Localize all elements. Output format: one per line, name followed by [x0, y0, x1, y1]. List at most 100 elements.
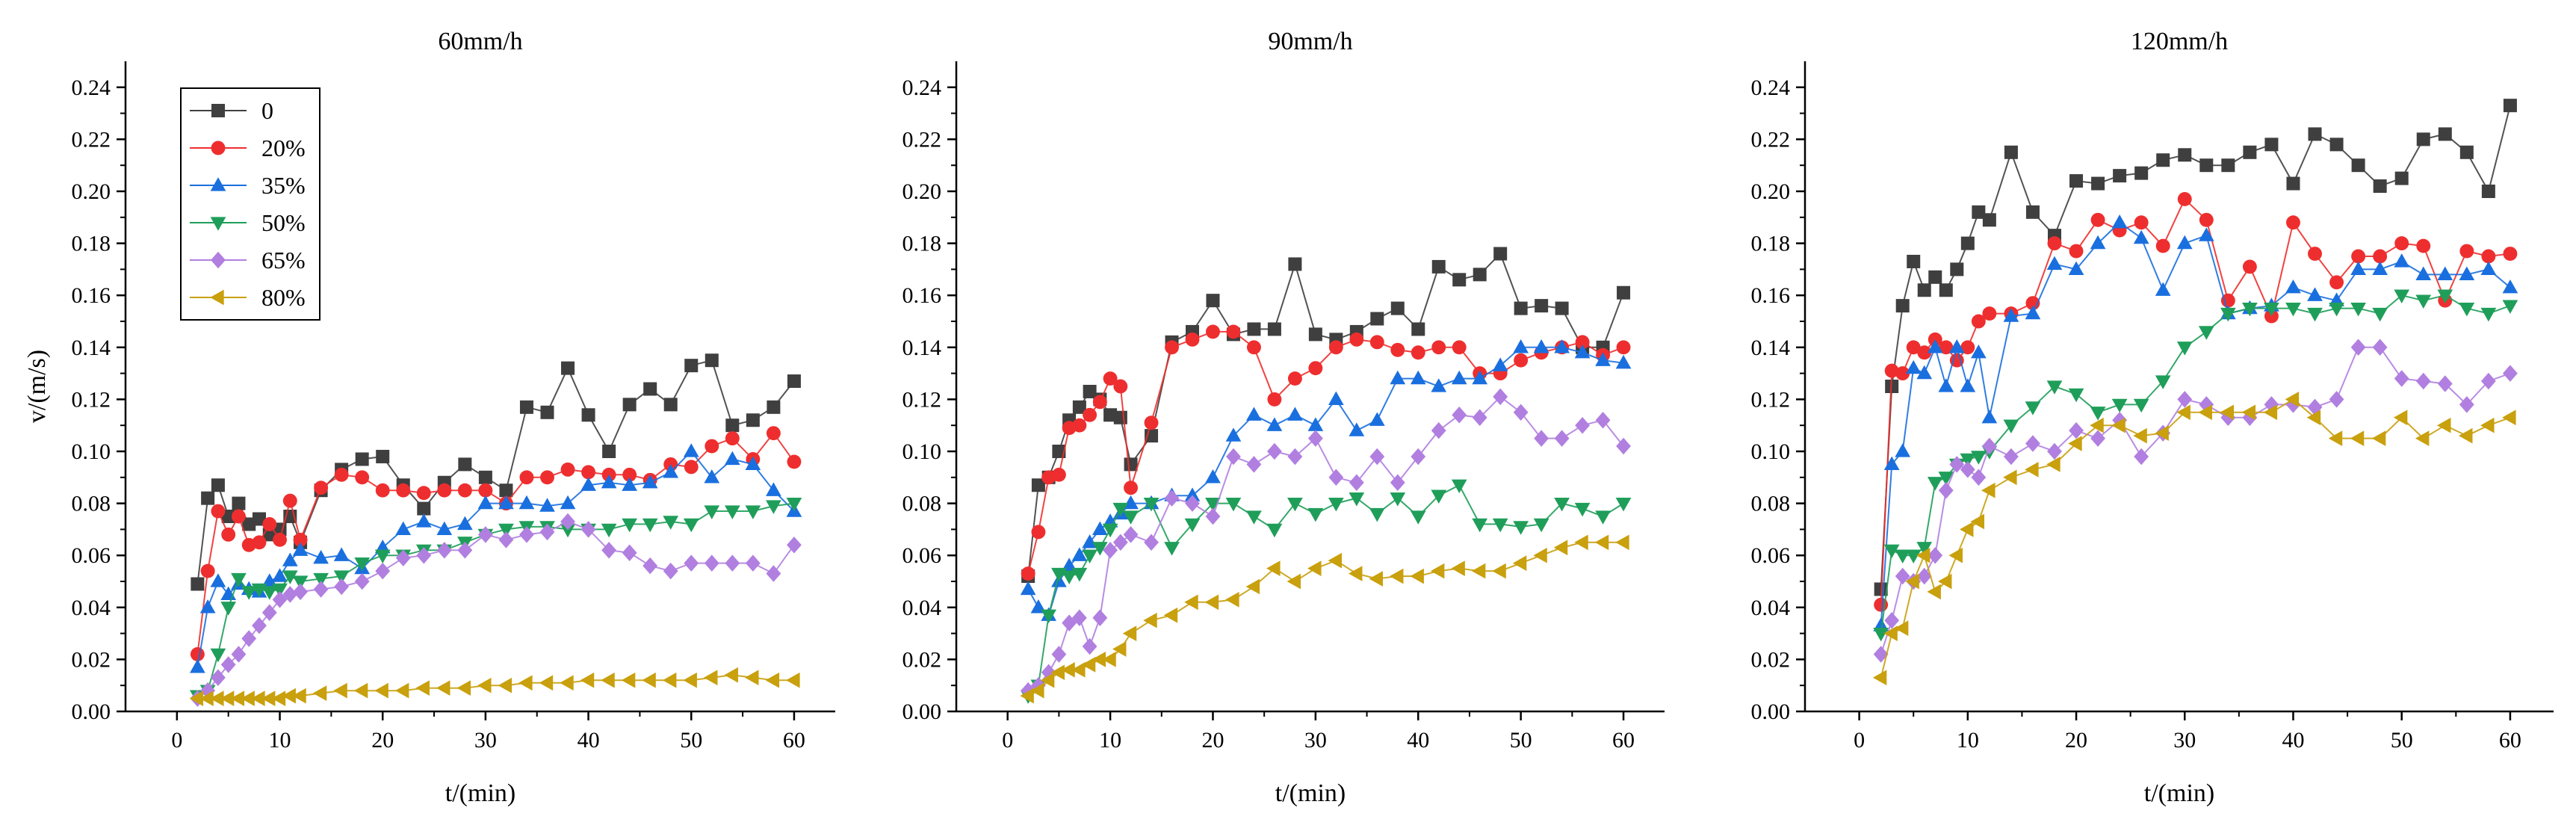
- data-point: [1895, 443, 1911, 457]
- data-point: [2178, 148, 2192, 162]
- y-tick-label: 0.12: [72, 387, 111, 412]
- data-point: [1307, 560, 1322, 576]
- data-point: [642, 474, 658, 489]
- data-point: [663, 464, 679, 478]
- data-point: [2155, 425, 2169, 441]
- data-point: [1473, 268, 1487, 282]
- data-point: [498, 523, 514, 538]
- data-point: [1873, 627, 1889, 642]
- data-point: [478, 483, 493, 498]
- y-tick-label: 0.14: [902, 336, 942, 360]
- data-point: [1369, 571, 1383, 587]
- data-point: [1617, 285, 1631, 300]
- data-point: [1960, 236, 1975, 250]
- data-point: [1143, 497, 1159, 512]
- data-point: [1061, 570, 1077, 584]
- data-point: [199, 691, 214, 706]
- data-point: [292, 575, 309, 590]
- data-point: [1411, 448, 1426, 466]
- data-point: [1390, 342, 1405, 357]
- data-point: [2155, 282, 2171, 296]
- y-tick-label: 0.08: [902, 492, 942, 516]
- series-80pct: [1872, 392, 2516, 686]
- data-point: [622, 467, 637, 482]
- data-point: [1553, 540, 1568, 556]
- data-point: [1594, 534, 1609, 551]
- data-point: [293, 532, 308, 547]
- data-point: [1184, 487, 1201, 501]
- x-tick-label: 10: [1957, 728, 1979, 753]
- data-point: [2133, 427, 2147, 444]
- data-point: [2481, 249, 2496, 264]
- legend-marker: [210, 217, 226, 231]
- data-point: [1574, 502, 1591, 517]
- data-point: [2286, 176, 2300, 191]
- data-point: [2328, 430, 2343, 446]
- data-point: [2220, 293, 2235, 308]
- data-point: [282, 570, 298, 584]
- series-0: [1874, 99, 2517, 596]
- data-point: [580, 477, 596, 491]
- data-point: [241, 630, 257, 647]
- data-point: [1287, 497, 1303, 512]
- y-tick-label: 0.12: [902, 387, 942, 412]
- data-point: [2372, 307, 2388, 322]
- data-point: [220, 656, 236, 673]
- data-point: [2069, 421, 2084, 439]
- data-point: [1574, 344, 1591, 359]
- data-point: [2351, 158, 2365, 173]
- data-point: [2480, 307, 2497, 322]
- data-point: [1072, 418, 1087, 433]
- data-point: [2371, 430, 2386, 446]
- data-point: [1533, 518, 1549, 533]
- data-point: [1225, 497, 1242, 512]
- data-point: [1205, 507, 1221, 525]
- data-point: [684, 554, 699, 572]
- data-point: [2306, 410, 2321, 426]
- data-point: [786, 672, 800, 688]
- series-65pct: [1873, 339, 2518, 663]
- y-tick-label: 0.22: [72, 127, 111, 152]
- y-tick-label: 0.16: [72, 283, 111, 308]
- data-point: [518, 495, 535, 510]
- data-point: [1225, 427, 1242, 442]
- data-point: [272, 568, 288, 582]
- data-point: [396, 483, 411, 498]
- data-point: [1226, 448, 1241, 466]
- data-point: [2090, 417, 2104, 433]
- data-point: [241, 691, 255, 706]
- data-point: [1533, 339, 1549, 353]
- y-axis-label: v/(m/s): [23, 350, 51, 423]
- data-point: [1328, 340, 1343, 355]
- data-point: [1916, 547, 1931, 563]
- data-point: [1410, 568, 1424, 584]
- data-point: [2241, 404, 2256, 421]
- data-point: [2502, 279, 2518, 294]
- data-point: [1266, 560, 1281, 576]
- data-point: [2503, 365, 2518, 382]
- data-point: [642, 518, 658, 533]
- data-point: [374, 682, 388, 699]
- data-point: [1164, 489, 1180, 507]
- data-point: [518, 675, 533, 691]
- data-point: [477, 677, 492, 693]
- series-35pct: [1873, 214, 2518, 631]
- data-point: [221, 527, 236, 542]
- data-point: [1112, 502, 1129, 517]
- legend-label: 35%: [261, 172, 306, 199]
- series-line: [1880, 294, 2511, 634]
- data-point: [1369, 412, 1385, 426]
- data-point: [1472, 370, 1488, 385]
- data-point: [1328, 552, 1342, 569]
- data-point: [2307, 287, 2323, 301]
- data-point: [1939, 283, 1953, 297]
- data-point: [1905, 573, 1919, 590]
- data-point: [1112, 641, 1127, 657]
- data-point: [1949, 456, 1965, 473]
- data-point: [499, 484, 513, 498]
- data-point: [2004, 145, 2018, 159]
- data-point: [724, 451, 740, 466]
- data-point: [1081, 657, 1096, 673]
- data-point: [1370, 312, 1384, 326]
- data-point: [272, 591, 288, 608]
